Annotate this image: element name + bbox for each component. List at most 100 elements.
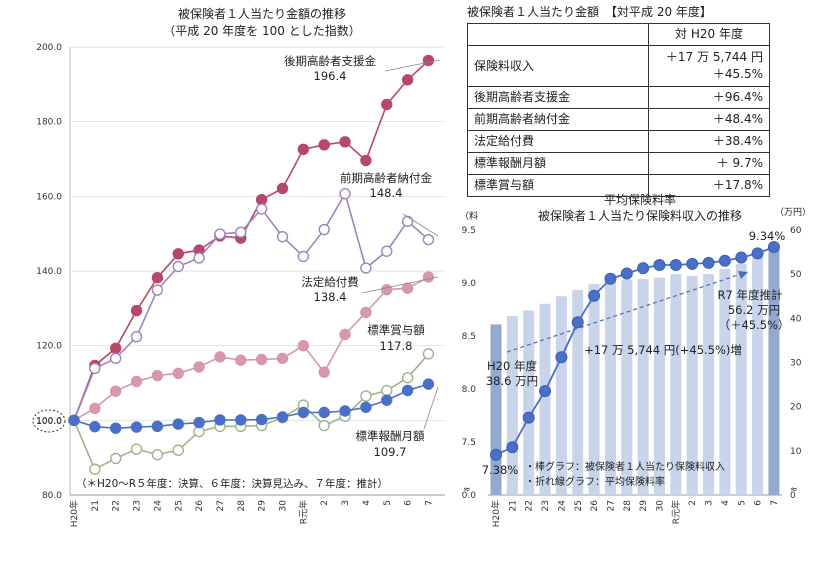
table-row: 標準賞与額 ＋17.8% [468,175,770,197]
left-x-tick-label: 26 [195,500,205,512]
left-series-point [173,368,183,378]
left-series-point [69,415,79,425]
left-x-tick-label: 23 [133,500,143,511]
right-x-tick-label: 25 [574,500,584,511]
label-r7-line1: R7 年度推計 [718,288,783,302]
left-series-point [319,225,329,235]
left-series-point [173,419,183,429]
left-series-point [173,249,183,259]
left-series-point [423,272,433,282]
left-x-tick-label: 27 [216,500,226,511]
left-series [69,55,433,474]
table-row-value: ＋17.8% [649,175,770,197]
left-series-point [319,407,329,417]
left-series-point [132,306,142,316]
rate-point [654,259,665,270]
right-x-tick-label: 6 [754,500,764,506]
getsugaku-leader [424,387,438,429]
right-x-tick-label: H20年 [490,500,502,527]
left-x-tick-label: 29 [258,500,268,512]
left-series-point [132,422,142,432]
table-row-value-line2: ＋45.5% [655,66,763,83]
label-h20-line1: H20 年度 [487,359,537,373]
left-series-point [340,137,350,147]
left-series-point [215,352,225,362]
left-x-tick-label: 3 [341,500,351,506]
rate-point [752,248,763,259]
left-series-point [152,450,162,460]
right-left-axis-unit: （料 [460,210,478,222]
shoyo-value: 117.8 [380,339,413,353]
table-row-value-line1: ＋17 万 5,744 円 [655,49,763,66]
left-x-tick-label: 30 [279,500,289,512]
right-left-tick-label: 7.5 [462,438,476,448]
table-row-item: 前期高齢者納付金 [468,109,649,131]
table-header-blank [468,24,649,46]
rate-point [703,257,714,268]
table-row-value: ＋ 9.7% [649,153,770,175]
rate-point [507,442,518,453]
left-series-point [257,354,267,364]
table-row: 法定給付費 ＋38.4% [468,131,770,153]
left-x-tick-label: 22 [112,500,122,511]
right-chart-title-line2: 被保険者１人当たり保険料収入の推移 [538,209,742,223]
rate-point [621,268,632,279]
left-axis-break: ≈ [463,485,471,495]
left-series-point [194,362,204,372]
table-row-item: 保険料収入 [468,46,649,87]
right-x-tick-label: 26 [590,500,600,512]
rate-point [768,241,779,252]
getsugaku-value: 109.7 [374,445,407,459]
right-left-tick-label: 8.0 [462,385,477,395]
rate-point [491,449,502,460]
table-row: 保険料収入 ＋17 万 5,744 円 ＋45.5% [468,46,770,87]
table-row-item: 標準賞与額 [468,175,649,197]
left-series-point [278,412,288,422]
label-r7-line2: 56.2 万円 [728,303,780,317]
legend-line: ・折れ線グラフ：平均保険料率 [525,475,665,488]
left-chart-title-line1: 被保険者１人当たり金額の推移 [178,6,346,21]
right-axis-break: ≈ [790,485,798,495]
left-series-point [298,144,308,154]
getsugaku-name: 標準報酬月額 [356,429,425,443]
income-bar [768,247,779,495]
right-x-tick-label: 23 [541,500,551,511]
left-series-point [236,355,246,365]
table-row-item: 法定給付費 [468,131,649,153]
left-series-point [423,55,433,65]
left-series-point [152,273,162,283]
left-series-point [215,229,225,239]
right-right-tick-label: 30 [790,359,802,369]
rate-point [687,258,698,269]
left-y-tick-label: 140.0 [36,267,62,277]
left-series-point [382,285,392,295]
rate-point [589,290,600,301]
table-title: 被保険者１人当たり金額 【対平成 20 年度】 [467,3,712,20]
right-x-tick-label: 5 [737,500,747,506]
rate-point [638,263,649,274]
right-left-tick-label: 9.0 [462,279,477,289]
right-x-ticks: H20年 21 22 23 24 25 26 27 28 29 30 R元年 2 3 4 5 6 7 [490,500,780,528]
left-series-point [382,246,392,256]
hotei-value: 138.4 [314,290,347,304]
left-series-point [298,407,308,417]
left-series-point [152,371,162,381]
label-h20-line2: 38.6 万円 [486,374,538,388]
table-row-item: 後期高齢者支援金 [468,87,649,109]
left-series-point [173,262,183,272]
label-r7-line3: （＋45.5%） [718,318,789,332]
left-y-tick-label: 120.0 [36,342,62,352]
left-series-point [361,402,371,412]
left-series-point [111,453,121,463]
left-series-point [361,307,371,317]
right-x-tick-label: 2 [688,500,698,506]
right-x-tick-label: 28 [623,500,633,512]
left-series-point [423,235,433,245]
left-series-line [74,277,429,420]
koki-value: 196.4 [314,69,347,83]
left-series-point [278,353,288,363]
left-series-point [319,367,329,377]
left-x-tick-label: 25 [174,500,184,511]
left-x-tick-label: 21 [91,500,101,511]
left-series-point [90,403,100,413]
